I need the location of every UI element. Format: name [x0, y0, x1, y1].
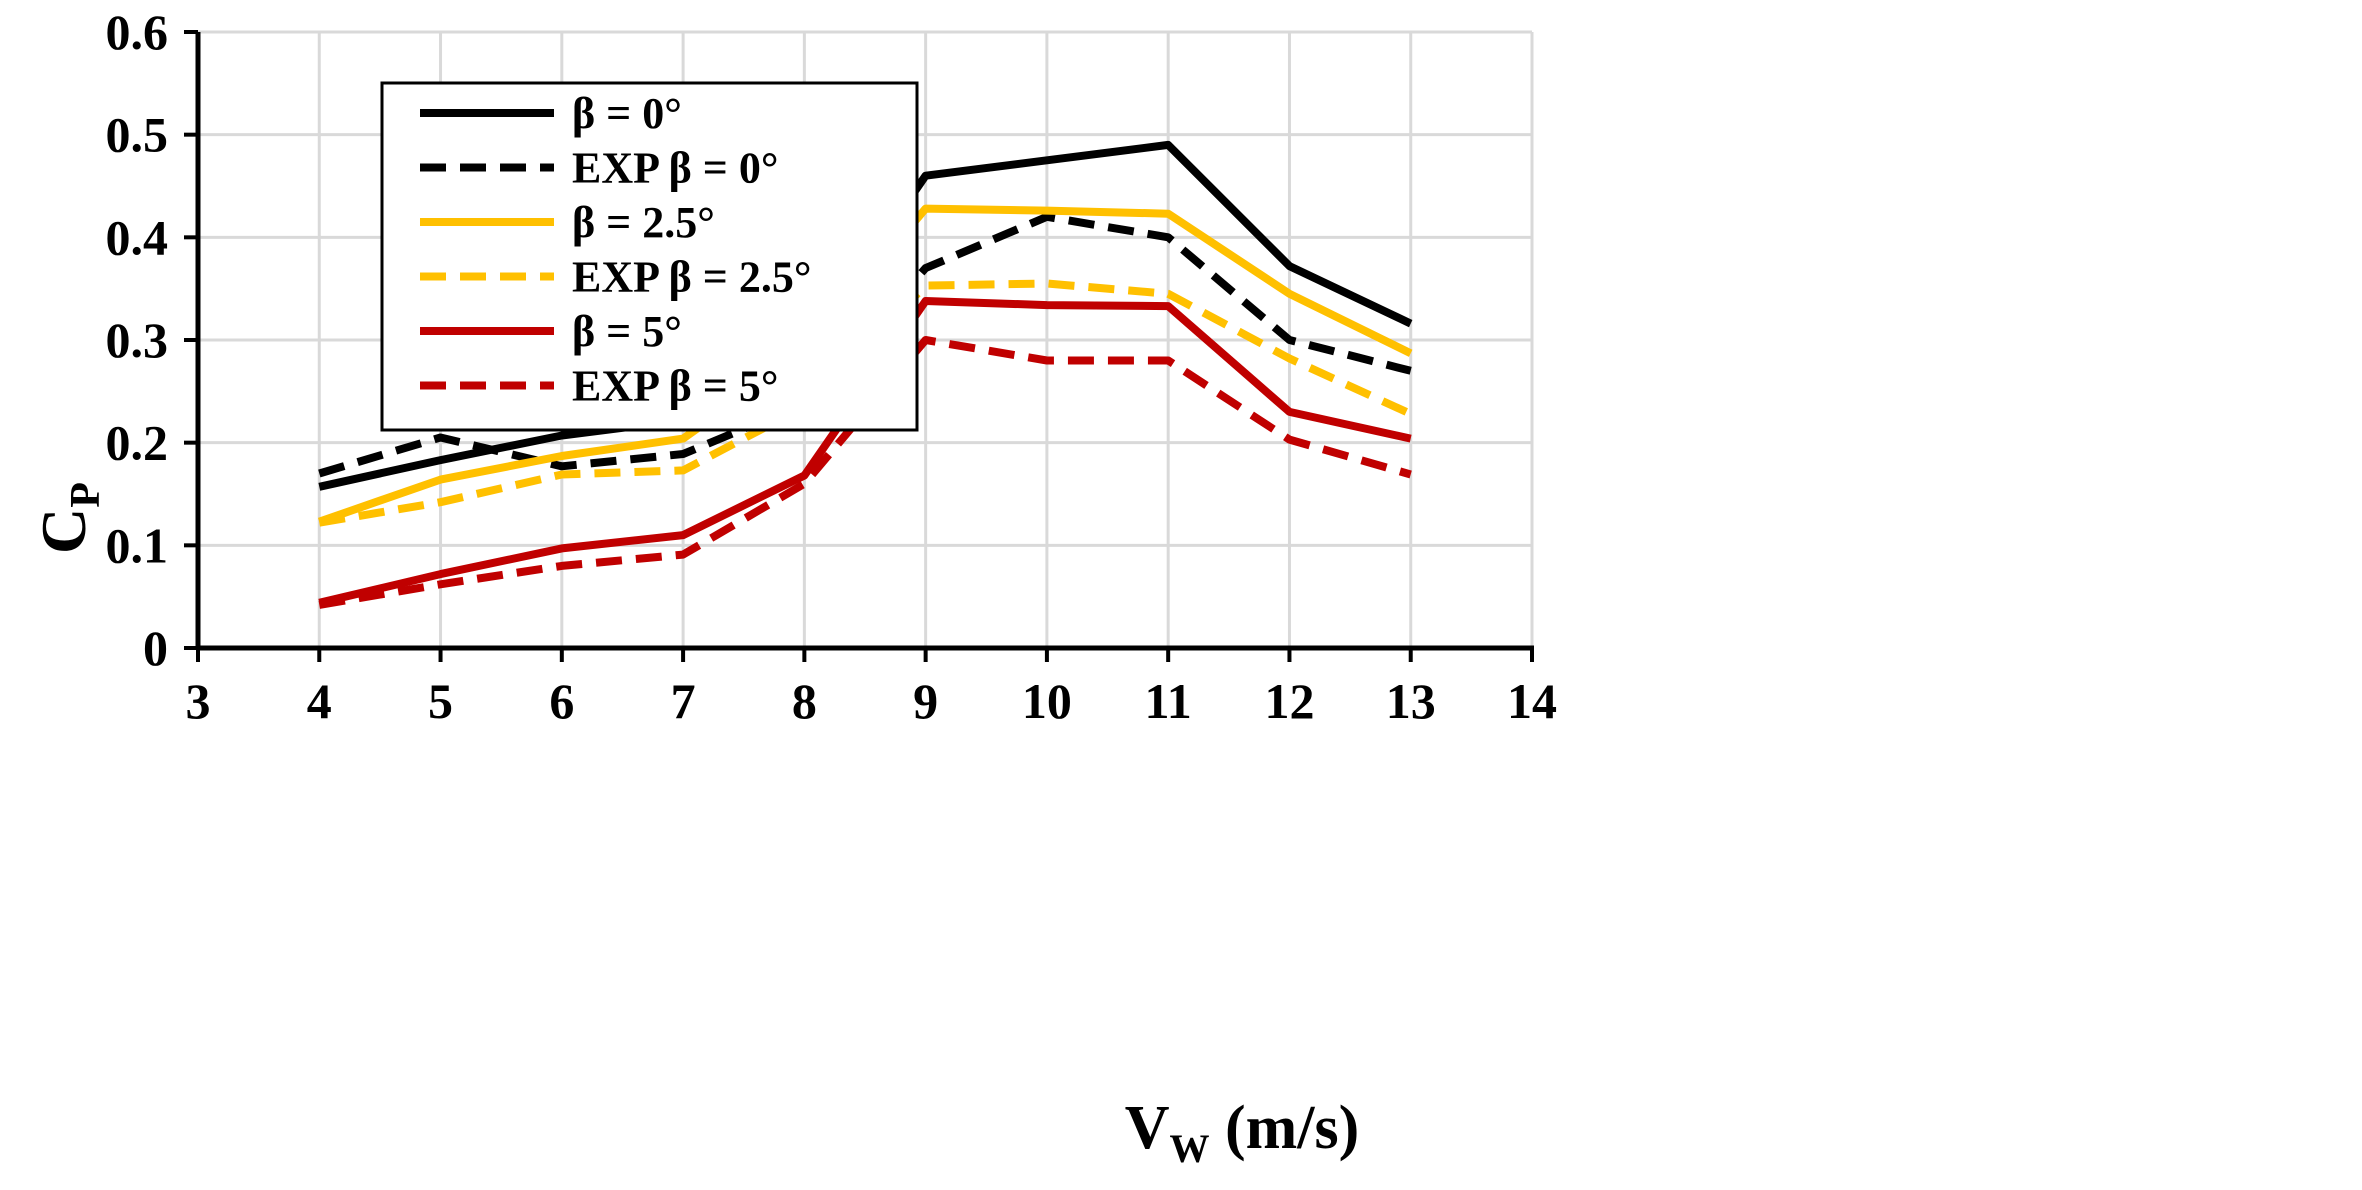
legend: β = 0° EXP β = 0° β = 2.5° EXP β = 2.5° β = …	[380, 81, 919, 432]
legend-label-5: EXP β = 5°	[572, 362, 778, 411]
x-tick-label: 7	[671, 673, 696, 729]
y-tick-label: 0.2	[106, 415, 169, 471]
x-tick-label: 6	[549, 673, 574, 729]
tick-labels: 3 4 5 6 7 8 9 10 11 12 13 14 0 0.1 0.2 0.3 0.4 0.5 0.6	[106, 4, 1558, 729]
legend-label-2: β = 2.5°	[572, 198, 715, 247]
x-tick-label: 3	[186, 673, 211, 729]
x-tick-label: 5	[428, 673, 453, 729]
y-tick-label: 0.6	[106, 4, 169, 60]
x-tick-label: 13	[1386, 673, 1436, 729]
legend-label-0: β = 0°	[572, 89, 682, 138]
x-tick-label: 9	[913, 673, 938, 729]
x-tick-label: 12	[1264, 673, 1314, 729]
axis-titles: CP VW (m/s)	[28, 482, 1359, 1171]
legend-label-4: β = 5°	[572, 307, 682, 356]
x-title-subscript: W	[1169, 1126, 1209, 1171]
y-axis-title: CP	[28, 482, 109, 554]
axes	[184, 30, 1534, 662]
x-tick-label: 14	[1507, 673, 1557, 729]
y-tick-label: 0.4	[106, 209, 169, 265]
x-axis-title: VW (m/s)	[1125, 1094, 1360, 1171]
legend-label-3: EXP β = 2.5°	[572, 253, 811, 302]
x-title-main: V	[1125, 1094, 1170, 1162]
y-tick-label: 0.1	[106, 517, 169, 573]
series-line-3	[318, 279, 1413, 527]
x-title-unit: (m/s)	[1209, 1094, 1359, 1162]
y-tick-label: 0.5	[106, 107, 169, 163]
series-line-1	[318, 212, 1412, 478]
y-title-main: C	[28, 508, 99, 554]
x-tick-label: 10	[1022, 673, 1072, 729]
x-tick-label: 8	[792, 673, 817, 729]
y-tick-label: 0	[143, 620, 168, 676]
y-tick-label: 0.3	[106, 312, 169, 368]
x-tick-label: 4	[307, 673, 332, 729]
x-tick-label: 11	[1145, 673, 1192, 729]
y-title-subscript: P	[63, 482, 109, 508]
legend-label-1: EXP β = 0°	[572, 144, 778, 193]
legend-box	[380, 81, 919, 432]
